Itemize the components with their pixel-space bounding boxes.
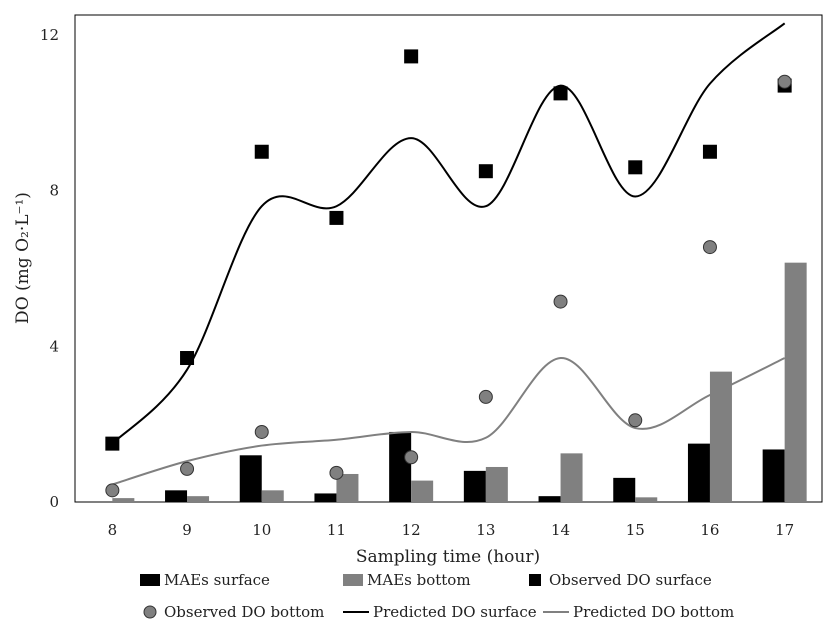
circle-marker	[628, 413, 643, 428]
bar	[165, 490, 188, 502]
bar	[687, 443, 710, 502]
plot-border	[74, 14, 823, 503]
y-tick-label: 8	[49, 182, 59, 200]
square-marker	[180, 351, 195, 366]
x-tick-label: 9	[182, 521, 192, 539]
x-axis-title: Sampling time (hour)	[356, 547, 540, 567]
bar	[709, 371, 732, 502]
x-tick-label: 11	[327, 521, 346, 539]
square-marker	[329, 210, 344, 225]
circle-marker	[777, 74, 792, 89]
bar	[762, 449, 785, 502]
legend: MAEs surface MAEs bottom Observed DO surfa…	[140, 571, 734, 621]
bar	[112, 498, 135, 502]
legend-label: Predicted DO surface	[373, 603, 537, 621]
plot-frame	[74, 14, 823, 503]
x-axis-ticks: 8 9 10 11 12 13 14 15 16 17	[108, 521, 795, 539]
bars	[112, 262, 807, 502]
bar	[314, 493, 337, 502]
x-tick-label: 8	[108, 521, 118, 539]
circle-marker	[254, 424, 269, 439]
legend-swatch-circle	[143, 605, 157, 619]
circle-marker	[105, 483, 120, 498]
circle-marker	[180, 461, 195, 476]
bar	[239, 455, 262, 502]
square-marker	[105, 436, 120, 451]
circle-marker	[478, 389, 493, 404]
bar	[485, 466, 508, 502]
bar	[336, 473, 359, 502]
x-tick-label: 13	[476, 521, 495, 539]
bar	[635, 497, 658, 502]
x-tick-label: 14	[551, 521, 570, 539]
legend-label: Observed DO surface	[549, 571, 712, 589]
y-tick-label: 0	[49, 493, 59, 511]
square-marker	[478, 164, 493, 179]
legend-label: MAEs bottom	[367, 571, 471, 589]
square-marker	[553, 86, 568, 101]
square-marker	[404, 49, 419, 64]
x-tick-label: 12	[402, 521, 421, 539]
legend-label: Predicted DO bottom	[573, 603, 734, 621]
y-tick-label: 12	[40, 26, 59, 44]
x-tick-label: 10	[252, 521, 271, 539]
legend-label: Observed DO bottom	[164, 603, 324, 621]
circle-marker	[329, 465, 344, 480]
bar	[187, 496, 210, 502]
bar	[411, 480, 434, 502]
circle-marker	[702, 240, 717, 255]
lines	[111, 22, 786, 486]
markers	[105, 49, 792, 498]
x-tick-label: 15	[626, 521, 645, 539]
bar	[538, 496, 561, 502]
circle-marker	[404, 450, 419, 465]
bar	[463, 470, 486, 502]
legend-swatch-bar	[343, 574, 363, 586]
y-axis-ticks: 0 4 8 12	[40, 26, 59, 511]
y-tick-label: 4	[49, 337, 59, 355]
legend-label: MAEs surface	[164, 571, 270, 589]
series-line	[112, 357, 786, 486]
x-tick-label: 17	[775, 521, 794, 539]
bar	[784, 262, 807, 502]
bar	[560, 453, 583, 502]
legend-swatch-square	[529, 574, 541, 586]
square-marker	[702, 144, 717, 159]
x-tick-label: 16	[700, 521, 719, 539]
circle-marker	[553, 294, 568, 309]
square-marker	[628, 160, 643, 175]
square-marker	[254, 144, 269, 159]
legend-swatch-bar	[140, 574, 160, 586]
series-line	[111, 22, 786, 445]
y-axis-title: DO (mg O₂·L⁻¹)	[13, 192, 33, 324]
bar	[261, 490, 284, 502]
bar	[389, 431, 412, 502]
bar	[613, 477, 636, 502]
